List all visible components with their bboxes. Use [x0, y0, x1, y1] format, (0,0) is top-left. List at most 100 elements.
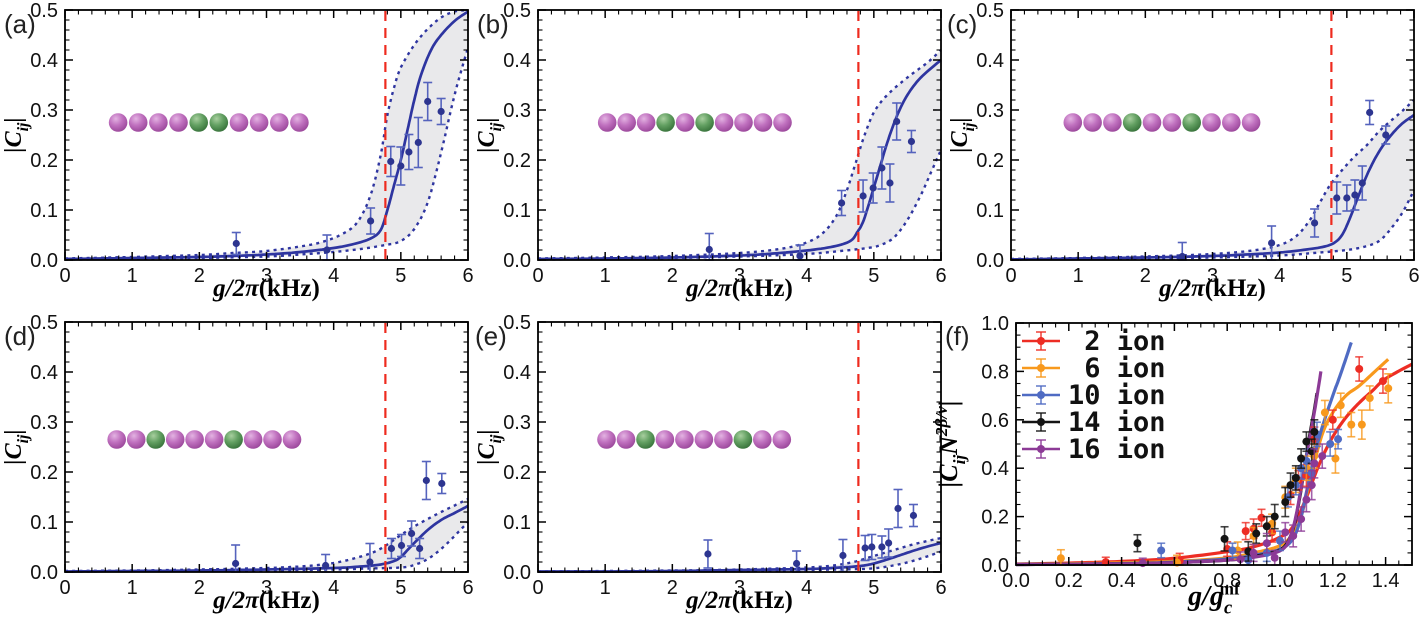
data-point [1268, 239, 1276, 247]
data-point [1318, 452, 1327, 461]
y-tick-label: 0.4 [981, 458, 1009, 480]
panel-e: 0 1 2 3 4 5 6 0.0 0.1 0.2 0.3 0.4 0.5 g/2π(kHz) |Cij| (… [474, 312, 947, 614]
y-tick-label: 0.5 [30, 312, 58, 334]
data-point [1310, 427, 1319, 436]
ion-green [209, 113, 229, 132]
y-tick-label: 0.4 [503, 50, 531, 72]
data-point [1358, 179, 1366, 187]
ion-purple [270, 113, 289, 132]
ion-chain [1063, 113, 1261, 132]
data-point [1228, 546, 1237, 555]
band-upper-dotted-curve [537, 536, 942, 573]
ion-chain [107, 430, 302, 449]
ion-chain [597, 430, 792, 449]
ion-green [189, 113, 208, 132]
legend-marker [1037, 445, 1045, 453]
data-point [1357, 420, 1366, 429]
y-tick-label: 0.0 [503, 562, 531, 584]
series-points-14-ion [1133, 418, 1319, 562]
legend-entry-1: 2 ion [1022, 326, 1166, 357]
y-tick-label: 0.1 [30, 512, 58, 534]
y-tick-label: 1.0 [981, 313, 1009, 335]
data-point [1347, 420, 1356, 429]
data-point [387, 157, 395, 166]
data-point [907, 137, 916, 146]
y-axis-label: |Cij| [474, 117, 505, 152]
ion-purple [1063, 113, 1083, 132]
data-point [1336, 401, 1345, 410]
theory-curve [65, 504, 469, 573]
data-point [861, 544, 869, 552]
ion-purple [655, 430, 675, 449]
data-point [1378, 377, 1387, 386]
x-tick-label: 6 [1408, 265, 1419, 287]
theory-curve [538, 58, 942, 261]
data-point [1281, 498, 1290, 507]
y-tick-label: 0.3 [503, 412, 531, 434]
data-point [1289, 531, 1298, 540]
data-point [796, 252, 804, 260]
panel-c: 0 1 2 3 4 5 6 0.0 0.1 0.2 0.3 0.4 0.5 g/2π(kHz) |Cij| (… [947, 0, 1419, 302]
data-point [1249, 548, 1258, 557]
y-tick-label: 0.5 [503, 0, 531, 22]
data-point [1101, 558, 1110, 567]
y-tick-label: 0.5 [976, 0, 1004, 22]
data-point [323, 246, 331, 254]
data-point [1343, 194, 1351, 202]
data-point [885, 539, 893, 547]
x-tick-label: 1 [600, 265, 611, 287]
x-tick-label: 5 [395, 265, 406, 287]
data-point [909, 511, 918, 520]
ion-chain [597, 113, 792, 132]
x-axis-label: g/2π(kHz) [212, 275, 320, 302]
data-point [878, 164, 886, 172]
ion-purple [1083, 113, 1102, 132]
x-tick-label: 3 [261, 577, 272, 599]
x-tick-label: 1.2 [1319, 570, 1347, 592]
data-point [1270, 512, 1279, 521]
data-point [1157, 546, 1166, 555]
data-point [1307, 481, 1316, 490]
y-tick-label: 0.4 [30, 362, 58, 384]
data-point [1281, 528, 1290, 537]
y-tick-label: 0.3 [30, 412, 58, 434]
band-upper-dotted-curve [65, 497, 469, 573]
data-point [1382, 131, 1390, 139]
ion-purple [204, 430, 224, 449]
data-point [232, 559, 240, 568]
panel-d: 0 1 2 3 4 5 6 0.0 0.1 0.2 0.3 0.4 0.5 g/2π(kHz) |Cij| (… [1, 312, 474, 614]
x-tick-label: 2 [667, 577, 678, 599]
data-points [704, 102, 916, 261]
data-point [839, 551, 847, 560]
y-tick-label: 0.5 [503, 312, 531, 334]
panel-a: 0 1 2 3 4 5 6 0.0 0.1 0.2 0.3 0.4 0.5 g/2π(kHz) |Cij| (… [1, 0, 474, 302]
y-tick-label: 0.2 [503, 462, 531, 484]
data-point [705, 245, 713, 254]
x-axis-label: g/2π(kHz) [212, 587, 320, 614]
y-tick-label: 0.4 [30, 50, 58, 72]
panel-letter-c: (c) [947, 9, 977, 39]
x-tick-label: 0 [59, 265, 70, 287]
data-point [1365, 394, 1374, 403]
x-tick-label: 3 [734, 265, 745, 287]
data-point [322, 561, 330, 570]
y-axis-label: |CijN2β/ν| [932, 401, 969, 488]
y-tick-label: 0.0 [981, 555, 1009, 577]
ion-purple [108, 113, 128, 132]
x-axis-label: g/2π(kHz) [685, 587, 793, 614]
data-point [1355, 364, 1364, 373]
data-point [424, 97, 432, 106]
ion-purple [636, 113, 656, 132]
legend-label: 16 ion [1068, 434, 1166, 465]
data-point [1291, 473, 1300, 482]
panel-letter-d: (d) [4, 321, 36, 351]
data-point [1276, 536, 1284, 545]
x-tick-label: 2 [667, 265, 678, 287]
data-point [1133, 539, 1142, 548]
ion-purple [753, 113, 773, 132]
data-point [1056, 554, 1065, 563]
data-point [1252, 529, 1261, 538]
data-point [1257, 513, 1266, 522]
data-point [366, 558, 374, 566]
ion-purple [1222, 113, 1241, 132]
